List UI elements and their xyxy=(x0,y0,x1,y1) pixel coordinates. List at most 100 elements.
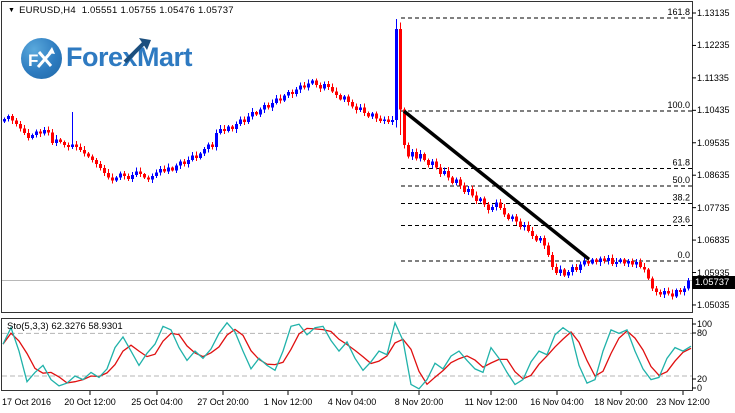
candle-body xyxy=(279,98,282,101)
candle-body xyxy=(63,142,66,146)
candle-body xyxy=(311,80,314,84)
candle-body xyxy=(87,153,90,157)
indicator-axis-label: 0 xyxy=(697,383,703,393)
candle-body xyxy=(671,293,674,297)
candlestick-chart: 161.8 100.0 61.8 50.0 38.2 23.6 0.0 xyxy=(2,7,692,300)
candle-body xyxy=(395,28,398,121)
candle-body xyxy=(71,144,74,147)
candle-body xyxy=(111,177,114,181)
fib-level-label: 23.6 xyxy=(672,215,690,225)
candle-body xyxy=(139,171,142,175)
fib-level-label: 61.8 xyxy=(672,157,690,167)
candle-body xyxy=(463,185,466,192)
candle-body xyxy=(563,269,566,276)
candle-body xyxy=(323,84,326,89)
candle-body xyxy=(263,105,266,110)
candle-body xyxy=(347,96,350,103)
price-axis-label: 1.06835 xyxy=(697,235,730,246)
time-axis-label: 20 Oct 12:00 xyxy=(64,397,116,407)
candle-body xyxy=(319,84,322,89)
time-axis-label: 8 Nov 20:00 xyxy=(394,397,444,407)
candle-body xyxy=(235,123,238,130)
price-chart-pane[interactable]: 161.8 100.0 61.8 50.0 38.2 23.6 0.0 ▼ EURUSD,H4… xyxy=(1,1,693,313)
price-axis-label: 1.08635 xyxy=(697,170,730,181)
candle-body xyxy=(259,109,262,115)
logo-arrow-icon xyxy=(123,38,151,64)
time-axis-label: 1 Nov 12:00 xyxy=(263,397,313,407)
candle-body xyxy=(39,131,42,134)
indicator-name: Sto(5,3,3) xyxy=(7,321,49,332)
candle-body xyxy=(527,225,530,231)
candle-body xyxy=(459,179,462,186)
candle-body xyxy=(151,176,154,180)
stochastic-pane[interactable]: Sto(5,3,3) 62.3276 58.9301 xyxy=(1,318,693,391)
candle-body xyxy=(303,85,306,88)
fib-level-label: 0.0 xyxy=(677,250,690,260)
candle-body xyxy=(267,105,270,108)
bar-low-value: 1.05476 xyxy=(159,5,195,16)
candle-body xyxy=(575,266,578,270)
candle-body xyxy=(183,161,186,165)
candle-body xyxy=(559,269,562,274)
candle-body xyxy=(591,259,594,264)
candle-body xyxy=(643,266,646,270)
candle-body xyxy=(487,204,490,210)
candle-body xyxy=(335,91,338,95)
candle-body xyxy=(47,129,50,133)
indicator-label: Sto(5,3,3) 62.3276 58.9301 xyxy=(7,321,123,332)
candle-body xyxy=(95,160,98,164)
candle-body xyxy=(467,189,470,192)
candle-body xyxy=(579,264,582,270)
candle-body xyxy=(675,289,678,297)
time-axis-label: 25 Oct 04:00 xyxy=(131,397,183,407)
stochastic-chart xyxy=(2,320,692,390)
symbol-label: EURUSD,H4 xyxy=(19,5,76,16)
bar-open-value: 1.05551 xyxy=(81,5,118,16)
price-axis-label: 1.05935 xyxy=(697,267,730,278)
candle-body xyxy=(207,144,210,150)
candle-body xyxy=(355,106,358,111)
candle-body xyxy=(143,174,146,178)
candle-body xyxy=(175,165,178,171)
candle-body xyxy=(339,94,342,100)
time-axis-label: 11 Nov 12:00 xyxy=(464,397,518,407)
candle-body xyxy=(571,266,574,272)
candle-body xyxy=(315,80,318,85)
candle-body xyxy=(123,173,126,177)
candle-body xyxy=(415,152,418,159)
candle-body xyxy=(295,89,298,95)
bar-high-value: 1.05755 xyxy=(120,5,157,16)
fib-level-label: 50.0 xyxy=(672,175,690,185)
symbol-bar: ▼ EURUSD,H4 1.05551 1.05755 1.05476 1.05737 xyxy=(8,5,237,16)
candle-body xyxy=(211,144,214,148)
fib-level-label: 100.0 xyxy=(667,100,690,110)
candle-body xyxy=(379,118,382,121)
candle-body xyxy=(363,107,366,113)
candle-body xyxy=(475,195,478,201)
time-axis-label: 17 Oct 2016 xyxy=(2,397,52,407)
candle-body xyxy=(615,261,618,264)
candle-body xyxy=(631,261,634,265)
candle-body xyxy=(619,259,622,262)
candle-body xyxy=(507,214,510,219)
candle-body xyxy=(159,169,162,173)
candle-body xyxy=(195,155,198,159)
candle-body xyxy=(543,238,546,246)
time-axis-label: 18 Nov 20:00 xyxy=(594,397,648,407)
candle-body xyxy=(607,258,610,262)
candle-body xyxy=(627,261,630,264)
candle-body xyxy=(223,128,226,131)
candle-body xyxy=(227,126,230,131)
candle-body xyxy=(55,139,58,144)
trendline[interactable] xyxy=(402,109,591,261)
candle-body xyxy=(683,288,686,293)
candle-body xyxy=(75,144,78,148)
candle-body xyxy=(79,147,82,151)
chevron-down-icon[interactable]: ▼ xyxy=(8,7,16,14)
candle-body xyxy=(51,132,54,144)
candle-body xyxy=(655,288,658,293)
indicator-axis-label: 80 xyxy=(697,328,708,338)
candle-body xyxy=(255,112,258,115)
price-axis-label: 1.09535 xyxy=(697,137,730,148)
candle-body xyxy=(431,161,434,165)
